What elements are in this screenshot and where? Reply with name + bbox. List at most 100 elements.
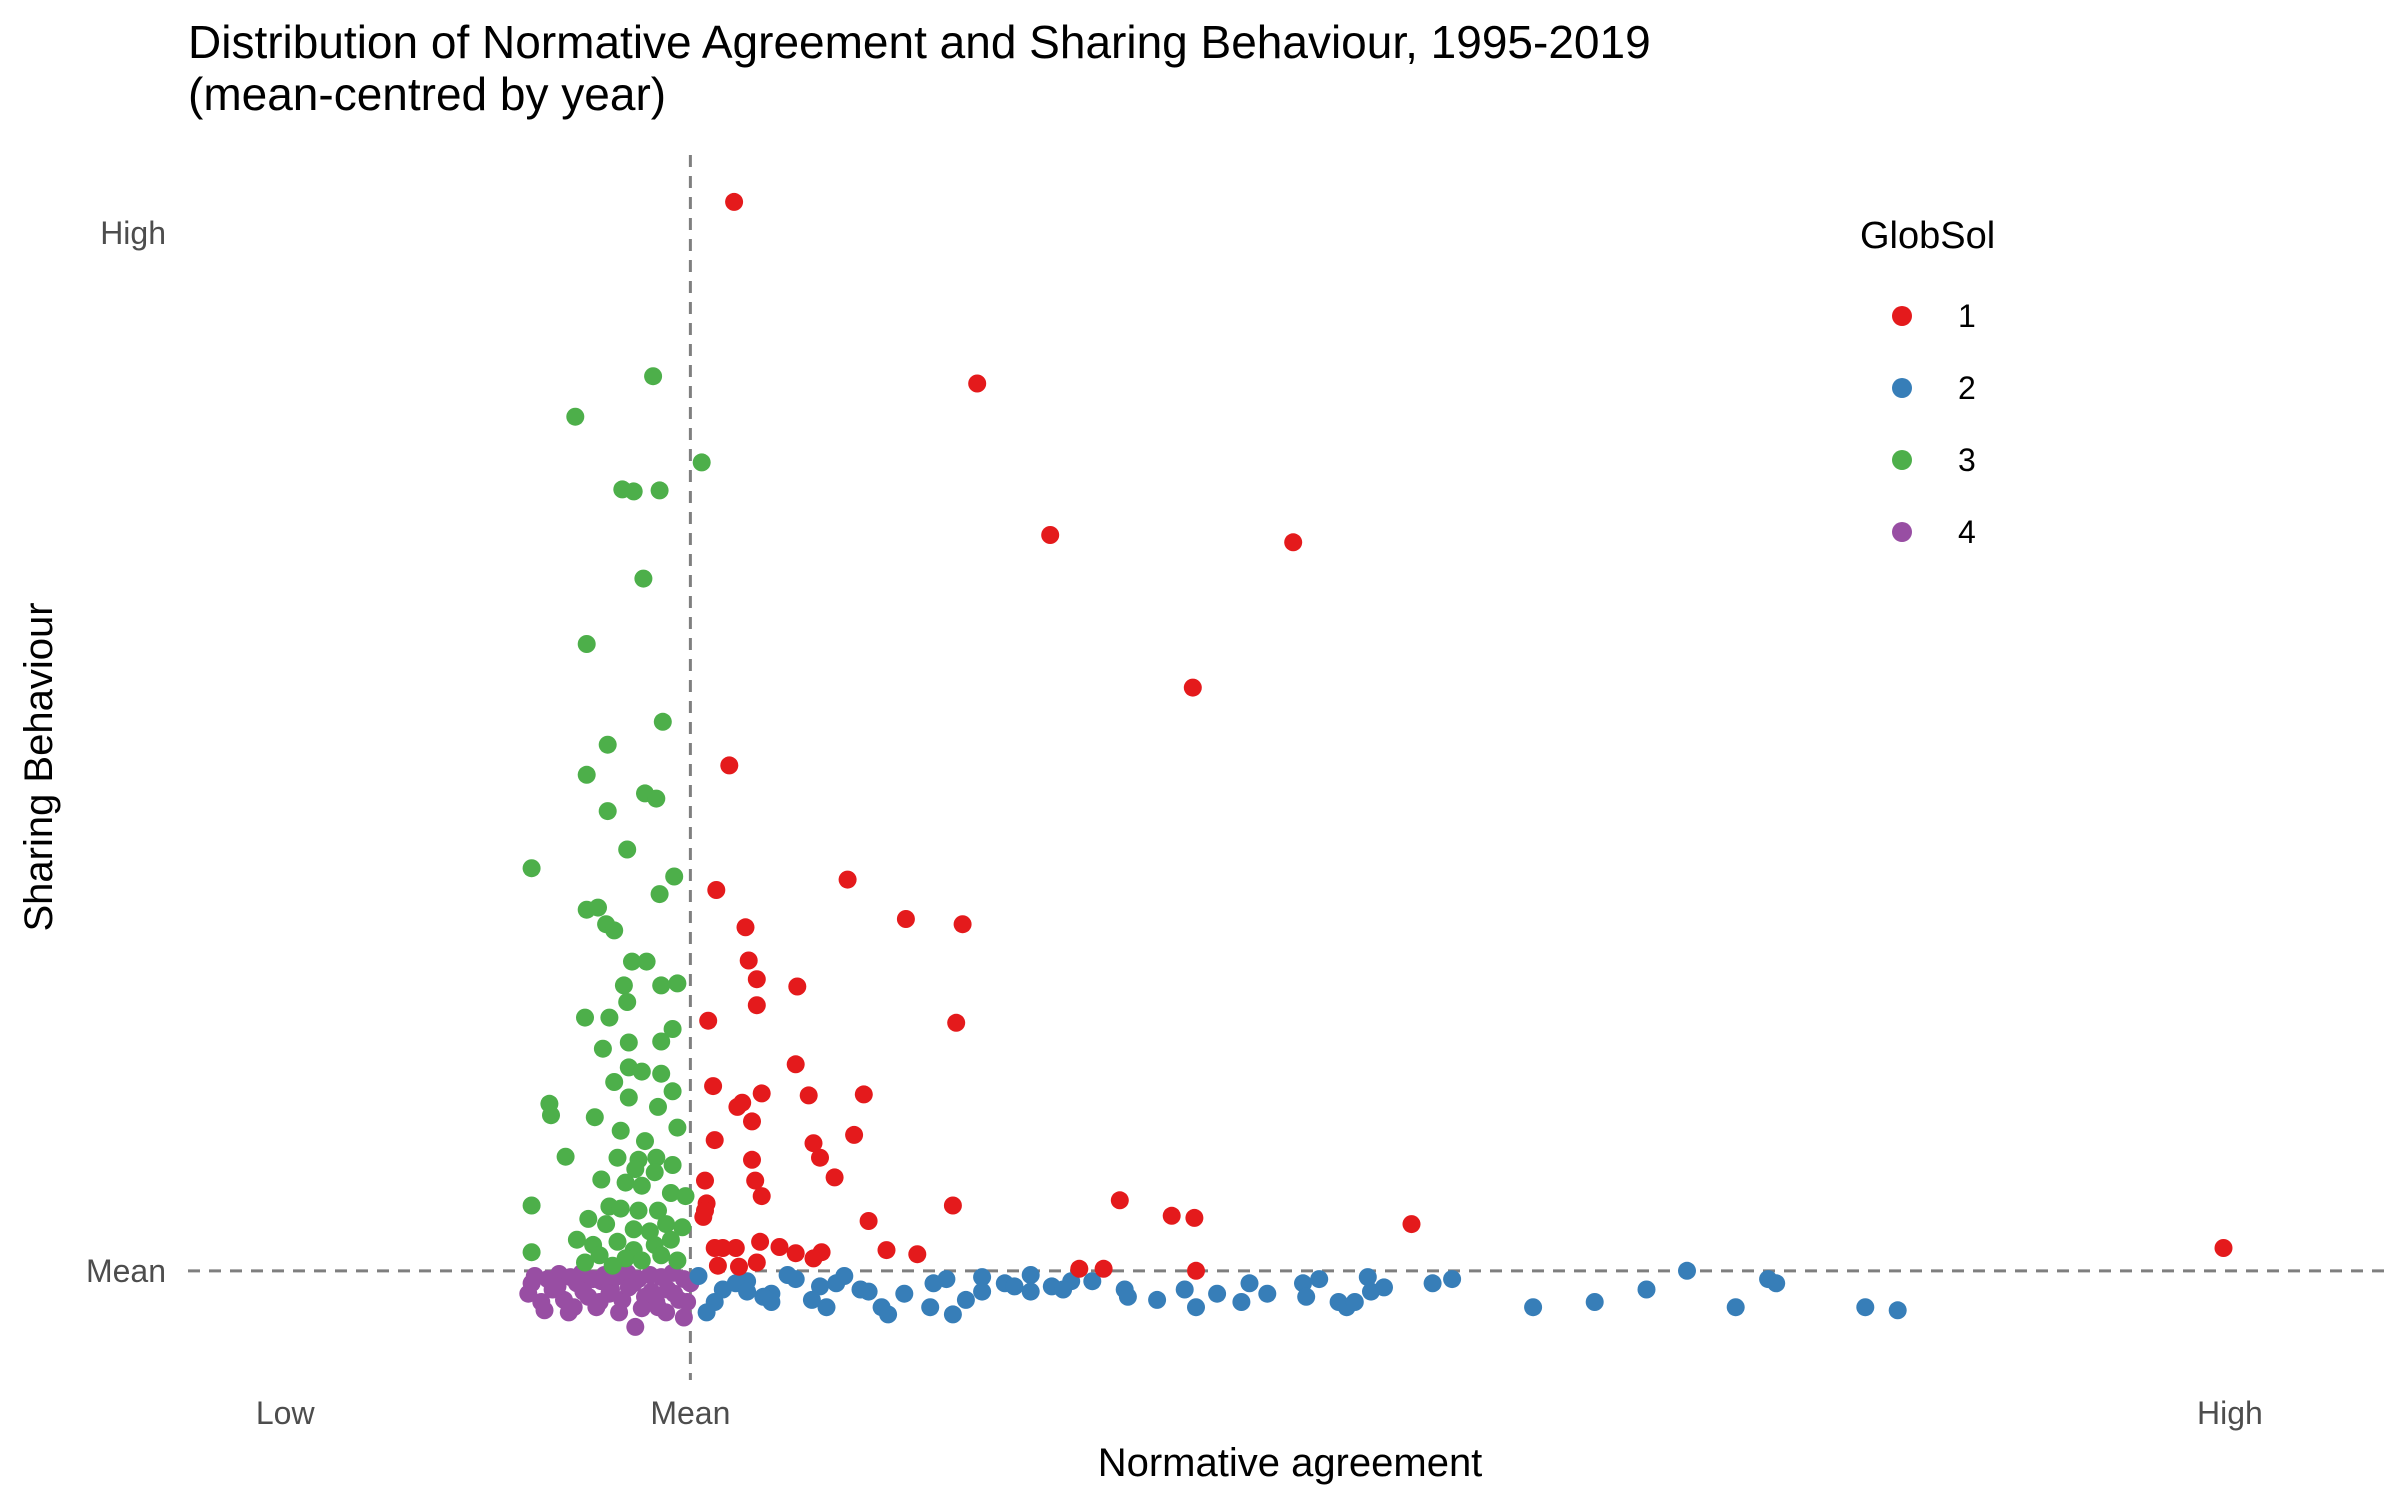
point-series-3 [542, 1106, 560, 1125]
legend-item-3: 3 [1860, 424, 1995, 496]
point-series-2 [1423, 1274, 1442, 1293]
point-series-2 [817, 1298, 836, 1317]
point-series-4 [574, 1282, 593, 1301]
point-series-3 [636, 1132, 654, 1151]
axis-ticks: Low Mean High Mean High [86, 215, 2263, 1431]
point-series-2 [1375, 1278, 1393, 1297]
point-series-1 [953, 915, 972, 934]
point-series-3 [657, 1215, 676, 1234]
point-series-3 [649, 1097, 667, 1116]
point-series-2 [943, 1305, 962, 1324]
point-series-3 [577, 765, 596, 784]
point-series-3 [663, 1020, 682, 1038]
legend: GlobSol 1 2 3 4 [1860, 215, 1995, 568]
point-series-1 [811, 1148, 829, 1167]
point-series-3 [665, 867, 684, 886]
point-series-3 [590, 1246, 609, 1265]
point-series-1 [788, 977, 807, 996]
legend-swatch-2 [1892, 378, 1912, 398]
point-series-1 [1110, 1191, 1129, 1210]
point-series-3 [616, 1173, 635, 1192]
point-series-1 [720, 756, 739, 775]
point-series-1 [877, 1241, 896, 1260]
point-series-2 [697, 1303, 716, 1322]
point-series-3 [608, 1232, 627, 1251]
point-series-3 [629, 1201, 648, 1220]
point-series-3 [661, 1230, 680, 1249]
y-tick-label: High [100, 215, 166, 251]
point-series-1 [804, 1249, 823, 1268]
point-series-1 [752, 1187, 771, 1206]
point-series-1 [707, 881, 726, 899]
point-series-3 [632, 1251, 651, 1270]
y-axis-title: Sharing Behaviour [17, 602, 61, 931]
y-tick-label: Mean [86, 1253, 166, 1289]
point-series-3 [668, 974, 687, 993]
point-series-3 [632, 1176, 651, 1195]
point-series-1 [747, 1253, 766, 1272]
point-series-1 [786, 1055, 805, 1074]
x-tick-label: Low [256, 1395, 316, 1431]
point-series-1 [705, 1131, 724, 1150]
point-series-2 [1297, 1287, 1316, 1306]
point-series-2 [879, 1305, 898, 1324]
x-tick-label: High [2197, 1395, 2263, 1431]
point-series-2 [1358, 1268, 1377, 1287]
legend-label-2: 2 [1958, 369, 1976, 406]
point-series-1 [786, 1244, 805, 1263]
legend-item-1: 1 [1860, 280, 1995, 352]
point-series-2 [1310, 1270, 1329, 1289]
legend-swatch-3 [1892, 450, 1912, 470]
point-series-2 [1258, 1284, 1277, 1303]
legend-label-4: 4 [1958, 513, 1976, 550]
point-series-1 [1187, 1261, 1205, 1280]
point-series-4 [649, 1298, 667, 1317]
point-series-4 [678, 1293, 697, 1311]
point-series-1 [947, 1013, 966, 1032]
point-series-3 [619, 1088, 638, 1107]
point-series-3 [647, 1148, 666, 1167]
legend-title: GlobSol [1860, 215, 1996, 257]
point-series-3 [637, 952, 656, 971]
point-series-1 [968, 374, 987, 393]
reference-lines [188, 155, 2392, 1380]
point-series-2 [1240, 1274, 1259, 1293]
point-series-2 [956, 1290, 975, 1309]
point-series-2 [1118, 1287, 1137, 1306]
series-1 [694, 192, 2233, 1280]
point-series-1 [704, 1077, 723, 1096]
point-series-1 [725, 192, 744, 211]
point-series-3 [652, 1246, 671, 1265]
point-series-4 [548, 1277, 567, 1296]
point-series-3 [644, 367, 663, 386]
point-series-3 [589, 898, 607, 917]
point-series-4 [610, 1303, 629, 1322]
point-series-3 [647, 789, 666, 808]
point-series-3 [522, 859, 541, 878]
point-series-1 [747, 996, 766, 1015]
legend-label-3: 3 [1958, 441, 1976, 478]
point-series-2 [1021, 1282, 1040, 1301]
point-series-3 [668, 1118, 687, 1137]
chart-title: Distribution of Normative Agreement and … [188, 16, 1651, 68]
point-series-1 [1185, 1208, 1204, 1227]
point-series-3 [618, 840, 637, 859]
point-series-4 [626, 1317, 645, 1336]
point-series-1 [859, 1212, 878, 1230]
point-series-1 [699, 1011, 718, 1030]
point-series-2 [689, 1267, 708, 1285]
legend-label-1: 1 [1958, 297, 1976, 334]
point-series-1 [825, 1168, 844, 1187]
point-series-1 [845, 1125, 864, 1144]
legend-swatch-1 [1892, 306, 1912, 326]
point-series-2 [1005, 1277, 1024, 1296]
point-series-2 [1083, 1272, 1102, 1291]
point-series-3 [668, 1251, 687, 1270]
point-series-1 [2214, 1239, 2233, 1257]
point-series-1 [908, 1245, 927, 1264]
x-axis-title: Normative agreement [1098, 1441, 1483, 1485]
point-series-3 [598, 735, 617, 754]
point-series-2 [1524, 1298, 1543, 1317]
point-series-1 [713, 1239, 732, 1257]
series-3 [522, 367, 711, 1275]
